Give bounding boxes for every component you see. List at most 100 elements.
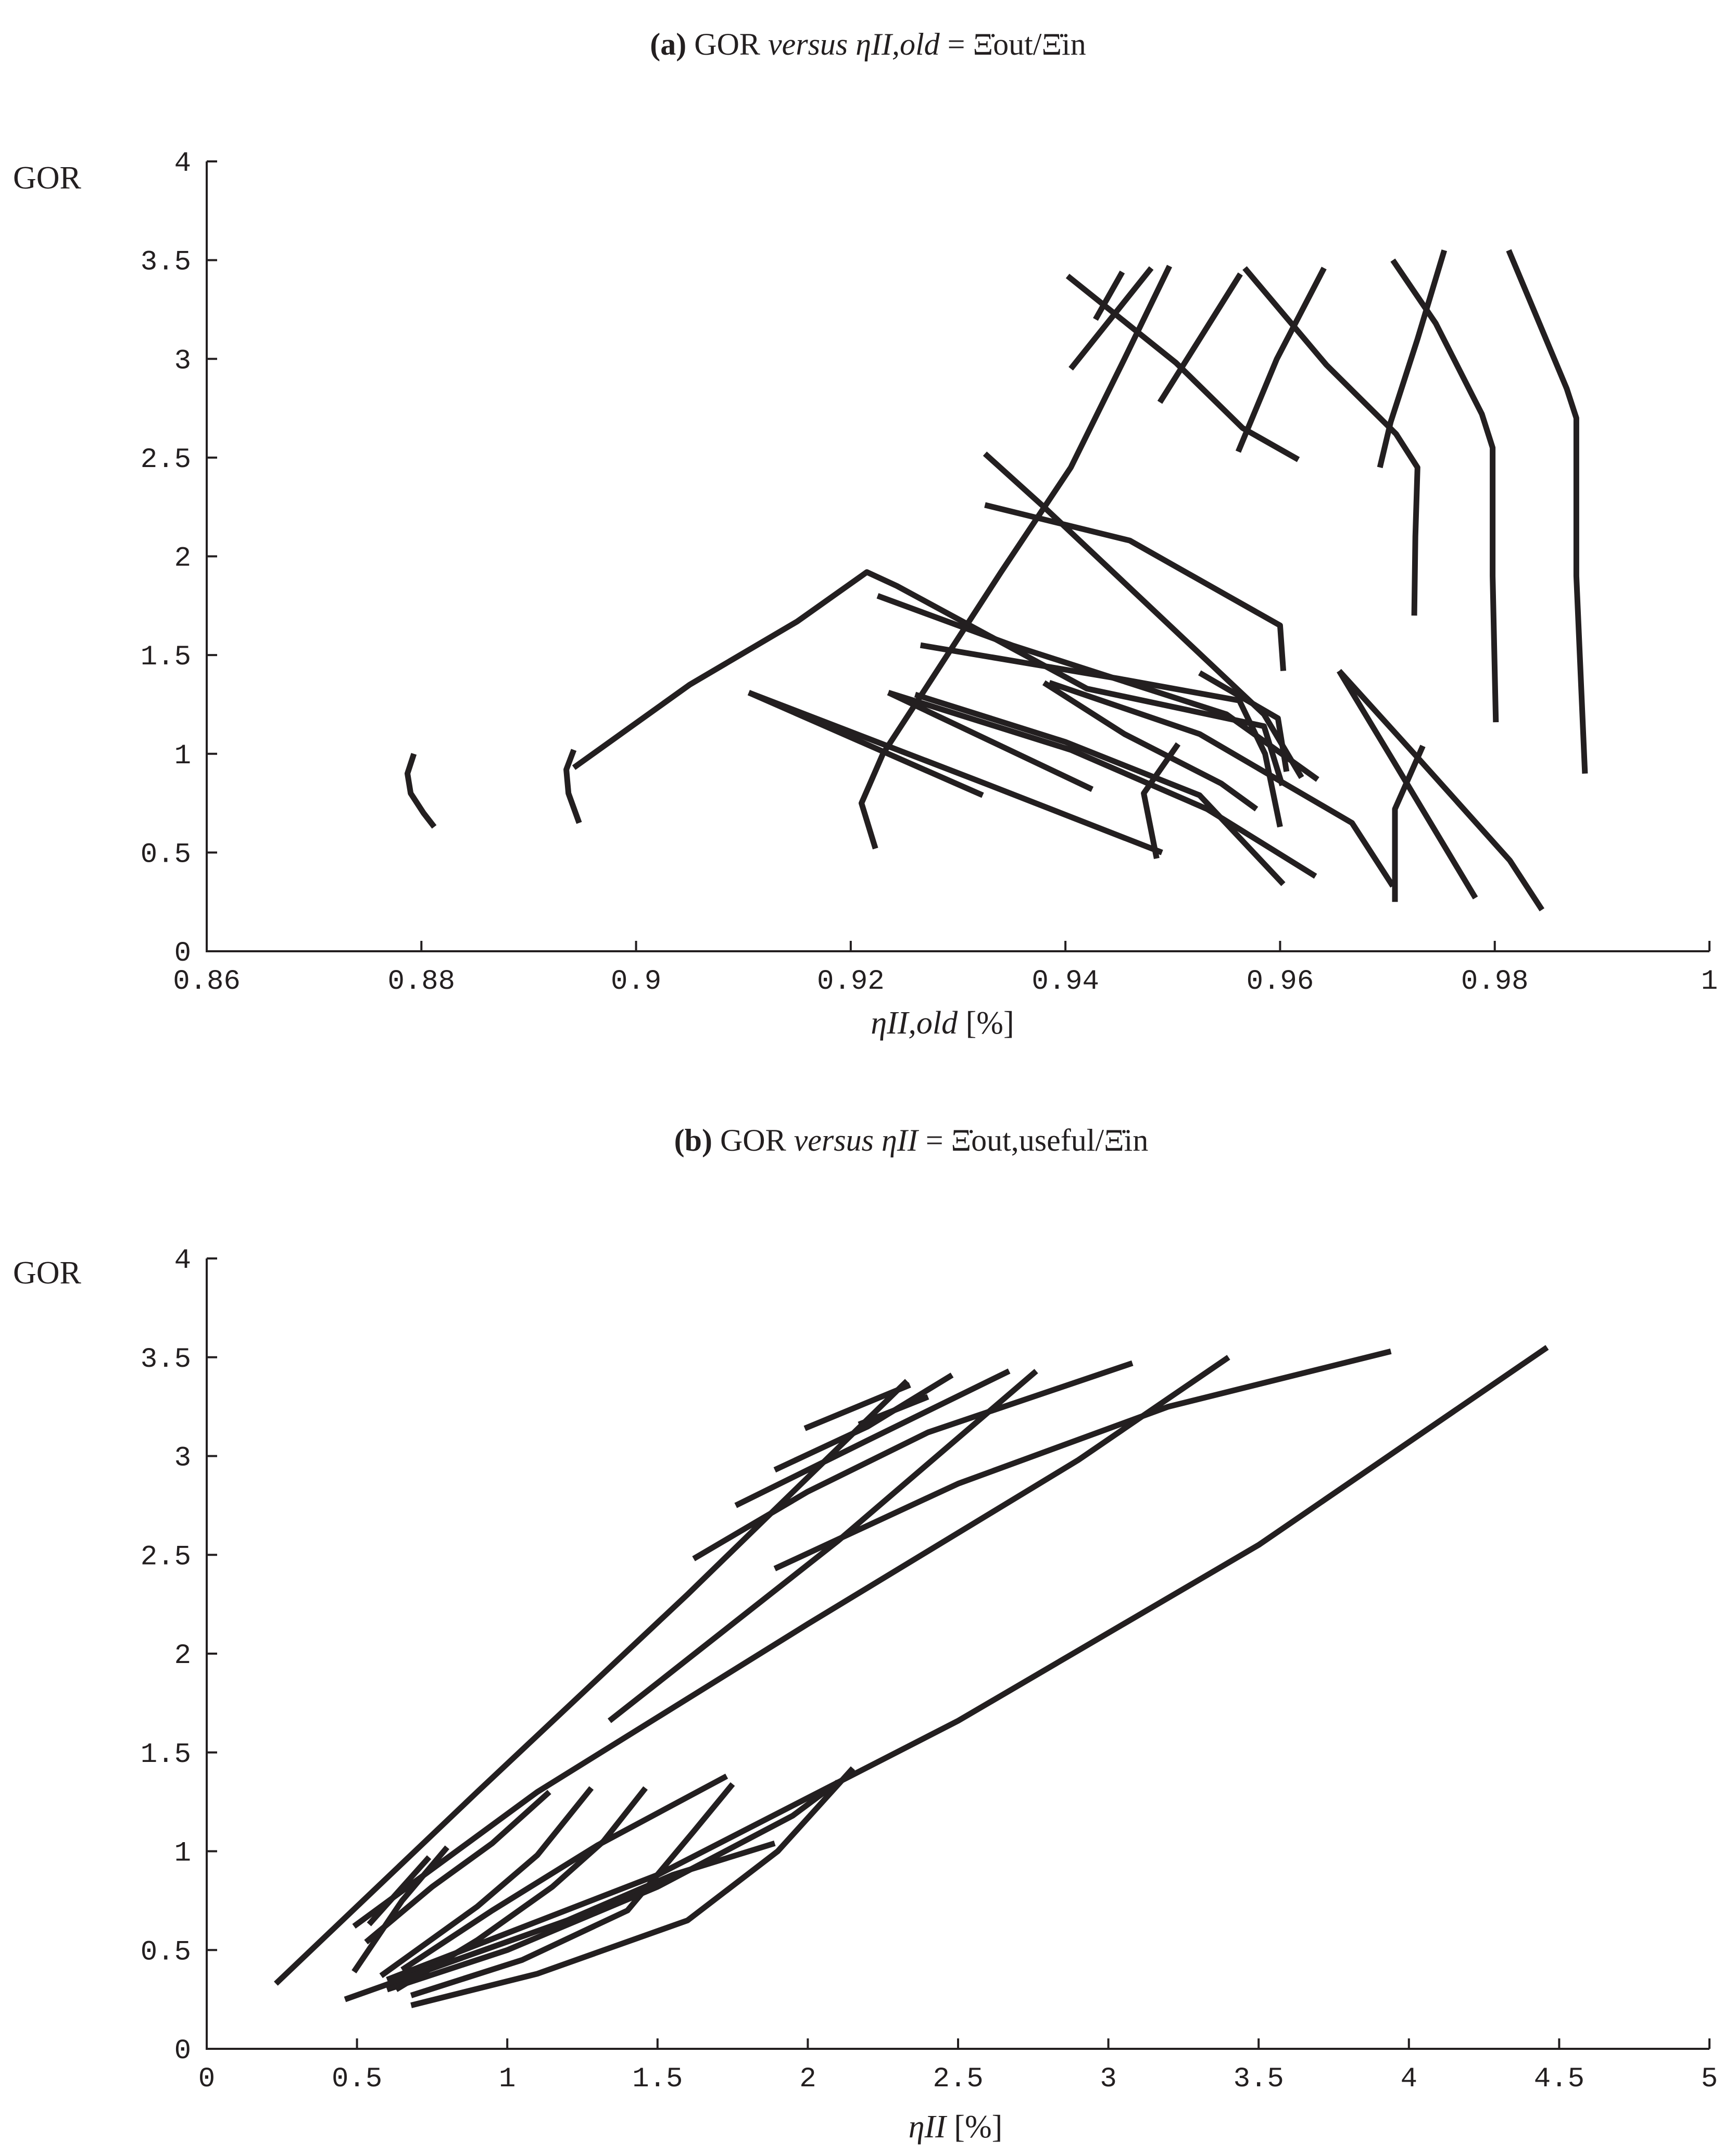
panel-b-series-18 — [344, 1841, 776, 2002]
panel-a-series-29 — [1392, 745, 1426, 902]
panel-b-series-14 — [379, 1786, 594, 1979]
panel-a-title-eq: = — [948, 27, 965, 61]
panel-a-series-25 — [1141, 742, 1181, 859]
panel-a-ytick-label: 1 — [174, 740, 191, 772]
panel-b-xtick-label: 1.5 — [632, 2063, 683, 2095]
panel-a-series-6 — [1068, 266, 1154, 371]
panel-b-ytick-label: 2.5 — [141, 1541, 191, 1573]
panel-b-axes — [206, 1258, 1709, 2050]
panel-b-title-lead: GOR — [720, 1123, 786, 1157]
panel-b-series-5 — [692, 1360, 1134, 1561]
panel-b-series-19 — [410, 1766, 856, 2008]
panel-a-ytick-label: 3 — [174, 345, 191, 377]
panel-b-series-12 — [351, 1845, 450, 1974]
panel-b-xlabel: ηII [%] — [909, 2109, 1003, 2145]
panel-a-ytick-label: 0.5 — [141, 839, 191, 871]
panel-a-series-28 — [1337, 669, 1545, 912]
panel-b-series-17 — [410, 1782, 735, 1998]
panel-a-xtick-label: 0.9 — [611, 966, 661, 998]
panel-b-ytick-label: 4 — [174, 1245, 191, 1277]
panel-b-series-3 — [352, 1355, 1230, 1929]
panel-b-series-9 — [773, 1349, 1392, 1571]
panel-a-xlabel-unit: [%] — [966, 1005, 1014, 1041]
panel-b-xtick-label: 3.5 — [1234, 2063, 1284, 2095]
panel-b-xtick-label: 3 — [1100, 2063, 1116, 2095]
panel-a-ytick-label: 4 — [174, 148, 191, 180]
panel-a-ylabel: GOR — [13, 160, 82, 196]
panel-a-series-11 — [1377, 249, 1448, 469]
panel-b-series-10 — [858, 1394, 929, 1427]
panel-a-xtick-label: 0.96 — [1247, 966, 1314, 998]
panel-b-ylabel: GOR — [13, 1255, 82, 1291]
panel-b-series-13 — [364, 1790, 551, 1945]
panel-b-title-rhs: Ξ̇out,useful/Ξ̇in — [951, 1123, 1149, 1157]
panel-a-series-23 — [1048, 679, 1395, 888]
panel-b-ytick-label: 1.5 — [141, 1739, 191, 1771]
panel-a-series-8 — [1157, 272, 1243, 404]
panel-a-ytick-label: 2.5 — [141, 444, 191, 476]
panel-a-xlabel: ηII,old [%] — [871, 1005, 1014, 1041]
panel-a-series-24 — [1042, 680, 1259, 812]
panel-a-ytick-label: 1.5 — [141, 641, 191, 673]
panel-b-axis-ticks: 0 0.5 1 1.5 2 2.5 3 3.5 4 4.5 5 0 0.5 1 1.5 2 2.5 3 3.5 4 — [141, 1245, 1718, 2095]
panel-b-series-16 — [400, 1773, 728, 1972]
panel-a-series-2 — [563, 749, 582, 824]
panel-a-title-versus: versus — [768, 27, 848, 61]
panel-b-series-1 — [274, 1379, 909, 1986]
panel-a-series-9 — [1242, 266, 1420, 616]
panel-b-xtick-label: 5 — [1701, 2063, 1718, 2095]
panel-b-xtick-label: 0 — [198, 2063, 215, 2095]
panel-b-title-lhs: ηII — [882, 1123, 920, 1157]
panel-a-series-13 — [1506, 249, 1588, 774]
panel-a-series-7 — [1065, 273, 1300, 462]
panel-a-xtick-label: 0.94 — [1031, 966, 1099, 998]
panel-a-series-5 — [1093, 270, 1125, 321]
panel-b-xtick-label: 1 — [499, 2063, 515, 2095]
panel-a-xtick-label: 0.98 — [1461, 966, 1529, 998]
panel-a-xtick-label: 0.86 — [173, 966, 241, 998]
panel-b-xtick-label: 2.5 — [933, 2063, 983, 2095]
panel-b-xtick-label: 4 — [1401, 2063, 1417, 2095]
panel-b-series-8 — [803, 1382, 911, 1431]
panel-b-xtick-label: 0.5 — [332, 2063, 382, 2095]
panel-a-series-10 — [1235, 267, 1327, 453]
panel-b-xtick-label: 4.5 — [1534, 2063, 1584, 2095]
panel-b-title-eq: = — [926, 1123, 944, 1157]
panel-a-ytick-label: 3.5 — [141, 247, 191, 279]
panel-b-title-versus: versus — [794, 1123, 874, 1157]
panel-b-xlabel-unit: [%] — [954, 2109, 1002, 2145]
panel-a-title-tag: (a) — [650, 27, 686, 61]
panel-a-xtick-label: 0.88 — [387, 966, 455, 998]
panel-b-series-15 — [394, 1786, 648, 1992]
panel-a-series-15 — [984, 502, 1287, 671]
panel-a-xlabel-symbol: ηII,old — [871, 1005, 958, 1041]
panel-b: (b) GOR versus ηII = Ξ̇out,useful/Ξ̇in G… — [13, 1123, 1718, 2145]
panel-b-ytick-label: 0.5 — [141, 1936, 191, 1968]
panel-a-series-20 — [887, 690, 1094, 792]
panel-a-title-rhs: Ξ̇out/Ξ̇in — [973, 27, 1086, 61]
panel-a-axis-ticks: 0.86 0.88 0.9 0.92 0.94 0.96 0.98 1 0 0.5 1 1.5 2 2.5… — [141, 148, 1718, 998]
panel-a-ytick-label: 2 — [174, 543, 191, 575]
panel-a-title-lhs: ηII,old — [856, 27, 940, 61]
panel-b-ytick-label: 3 — [174, 1443, 191, 1475]
panel-a-series-12 — [1390, 258, 1499, 723]
panel-b-ytick-label: 1 — [174, 1838, 191, 1870]
panel-a-series-19 — [748, 690, 1163, 855]
panel-b-ytick-label: 2 — [174, 1640, 191, 1672]
panel-b-series-4 — [386, 1345, 1549, 1983]
panel-a-xtick-label: 0.92 — [817, 966, 885, 998]
panel-a-series-3 — [572, 569, 1285, 787]
panel-b-series-6 — [734, 1368, 1011, 1508]
panel-b-title: (b) GOR versus ηII = Ξ̇out,useful/Ξ̇in — [674, 1123, 1149, 1157]
panel-b-series — [274, 1345, 1549, 2008]
panel-a-series-21 — [887, 689, 1317, 879]
panel-b-xtick-label: 2 — [799, 2063, 816, 2095]
panel-a-series-26 — [1198, 670, 1290, 772]
panel-a-xtick-label: 1 — [1701, 966, 1718, 998]
panel-a-ytick-label: 0 — [174, 938, 191, 969]
panel-a-series-27 — [1337, 669, 1478, 900]
panel-b-series-7 — [773, 1372, 954, 1473]
panel-a-title-lead: GOR — [694, 27, 760, 61]
panel-b-xlabel-symbol: ηII — [909, 2109, 948, 2145]
